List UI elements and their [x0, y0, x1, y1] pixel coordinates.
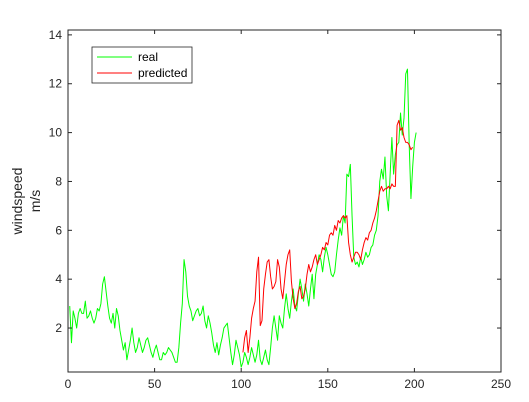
- tick-layer: 0 50 100 150 200 250 2 4 6 8 10 12 14: [49, 28, 512, 391]
- plot-area: [67, 29, 502, 373]
- x-tick-label: 100: [231, 377, 251, 391]
- y-tick-label: 2: [55, 321, 62, 335]
- y-axis-label-line1: windspeed: [9, 168, 25, 236]
- series-line-real: [69, 68, 417, 368]
- y-tick-label: 14: [49, 28, 63, 42]
- series-layer: [69, 68, 417, 368]
- legend-box: [91, 46, 193, 84]
- y-tick-label: 8: [55, 174, 62, 188]
- legend-label-real: real: [138, 50, 158, 64]
- y-tick-label: 12: [49, 77, 63, 91]
- legend-label-predicted: predicted: [138, 66, 187, 80]
- y-axis-label-line2: m/s: [27, 190, 43, 213]
- y-tick-label: 6: [55, 223, 62, 237]
- y-tick-label: 10: [49, 126, 63, 140]
- legend: real predicted: [91, 46, 193, 84]
- x-tick-label: 0: [65, 377, 72, 391]
- x-tick-label: 200: [404, 377, 424, 391]
- x-tick-label: 50: [148, 377, 162, 391]
- y-tick-label: 4: [55, 272, 62, 286]
- x-tick-label: 250: [491, 377, 511, 391]
- series-line-predicted: [242, 119, 414, 353]
- x-tick-label: 150: [318, 377, 338, 391]
